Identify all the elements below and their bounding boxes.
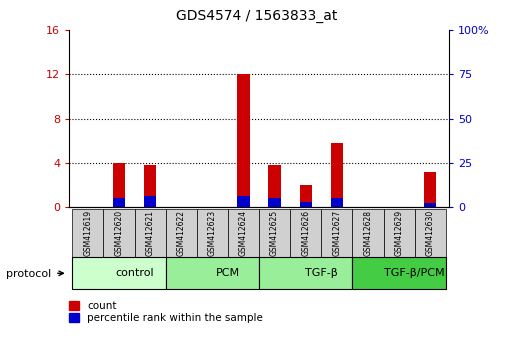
Text: GSM412620: GSM412620 <box>114 210 124 256</box>
Text: GSM412619: GSM412619 <box>84 210 92 256</box>
Text: GSM412626: GSM412626 <box>301 210 310 256</box>
Text: GSM412621: GSM412621 <box>146 210 154 256</box>
Bar <box>424 202 437 207</box>
Bar <box>268 198 281 207</box>
Text: GSM412628: GSM412628 <box>364 210 372 256</box>
Text: GSM412630: GSM412630 <box>426 210 435 256</box>
Text: TGF-β: TGF-β <box>305 268 338 278</box>
Bar <box>259 209 290 257</box>
Bar <box>72 257 166 289</box>
Text: GSM412622: GSM412622 <box>177 210 186 256</box>
Bar <box>300 185 312 207</box>
Bar <box>228 209 259 257</box>
Legend: count, percentile rank within the sample: count, percentile rank within the sample <box>69 301 263 323</box>
Bar <box>321 209 352 257</box>
Bar <box>300 201 312 207</box>
Text: TGF-β/PCM: TGF-β/PCM <box>384 268 445 278</box>
Text: control: control <box>115 268 154 278</box>
Bar <box>144 165 156 207</box>
Bar <box>424 172 437 207</box>
Bar <box>331 198 343 207</box>
Text: PCM: PCM <box>216 268 240 278</box>
Text: GSM412625: GSM412625 <box>270 210 279 256</box>
Bar <box>268 165 281 207</box>
Bar <box>352 257 446 289</box>
Bar <box>384 209 415 257</box>
Text: GDS4574 / 1563833_at: GDS4574 / 1563833_at <box>176 9 337 23</box>
Bar <box>72 209 104 257</box>
Bar <box>197 209 228 257</box>
Bar <box>259 257 352 289</box>
Bar <box>144 196 156 207</box>
Text: GSM412627: GSM412627 <box>332 210 341 256</box>
Bar <box>352 209 384 257</box>
Text: GSM412629: GSM412629 <box>394 210 404 256</box>
Text: protocol: protocol <box>6 269 51 279</box>
Bar <box>113 198 125 207</box>
Bar <box>415 209 446 257</box>
Text: GSM412624: GSM412624 <box>239 210 248 256</box>
Bar <box>238 196 250 207</box>
Text: GSM412623: GSM412623 <box>208 210 217 256</box>
Bar <box>166 209 197 257</box>
Bar <box>166 257 259 289</box>
Bar <box>238 74 250 207</box>
Bar <box>134 209 166 257</box>
Bar <box>290 209 321 257</box>
Bar <box>104 209 134 257</box>
Bar <box>113 163 125 207</box>
Bar <box>331 143 343 207</box>
